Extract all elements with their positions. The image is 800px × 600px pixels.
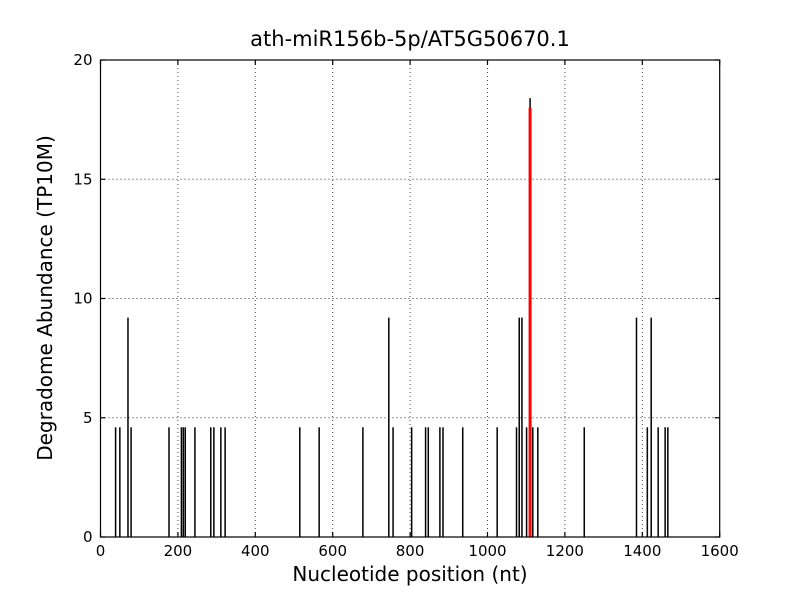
x-tick-label: 800 <box>396 542 425 560</box>
y-tick-label: 5 <box>83 409 93 427</box>
x-tick-label: 1200 <box>546 542 584 560</box>
y-tick-label: 15 <box>73 170 92 188</box>
stem-lines <box>114 98 669 537</box>
x-tick-label: 1600 <box>701 542 739 560</box>
x-tick-label: 1400 <box>623 542 661 560</box>
x-tick-label: 0 <box>96 542 106 560</box>
x-tick-label: 600 <box>318 542 347 560</box>
y-tick-label: 10 <box>73 290 92 308</box>
y-tick-label: 20 <box>73 51 92 69</box>
x-tick-label: 200 <box>164 542 193 560</box>
x-tick-label: 400 <box>241 542 270 560</box>
y-axis-label: Degradome Abundance (TP10M) <box>33 135 57 461</box>
tick-labels: 0 200 400 600 800 1000 1200 1400 1600 0 5 10 15 20 <box>73 51 738 560</box>
y-tick-label: 0 <box>83 528 93 546</box>
axes-frame-and-ticks <box>99 59 721 538</box>
x-tick-label: 1000 <box>468 542 506 560</box>
gridlines <box>100 60 720 537</box>
x-axis-label: Nucleotide position (nt) <box>292 562 527 586</box>
chart-title: ath-miR156b-5p/AT5G50670.1 <box>250 27 570 51</box>
